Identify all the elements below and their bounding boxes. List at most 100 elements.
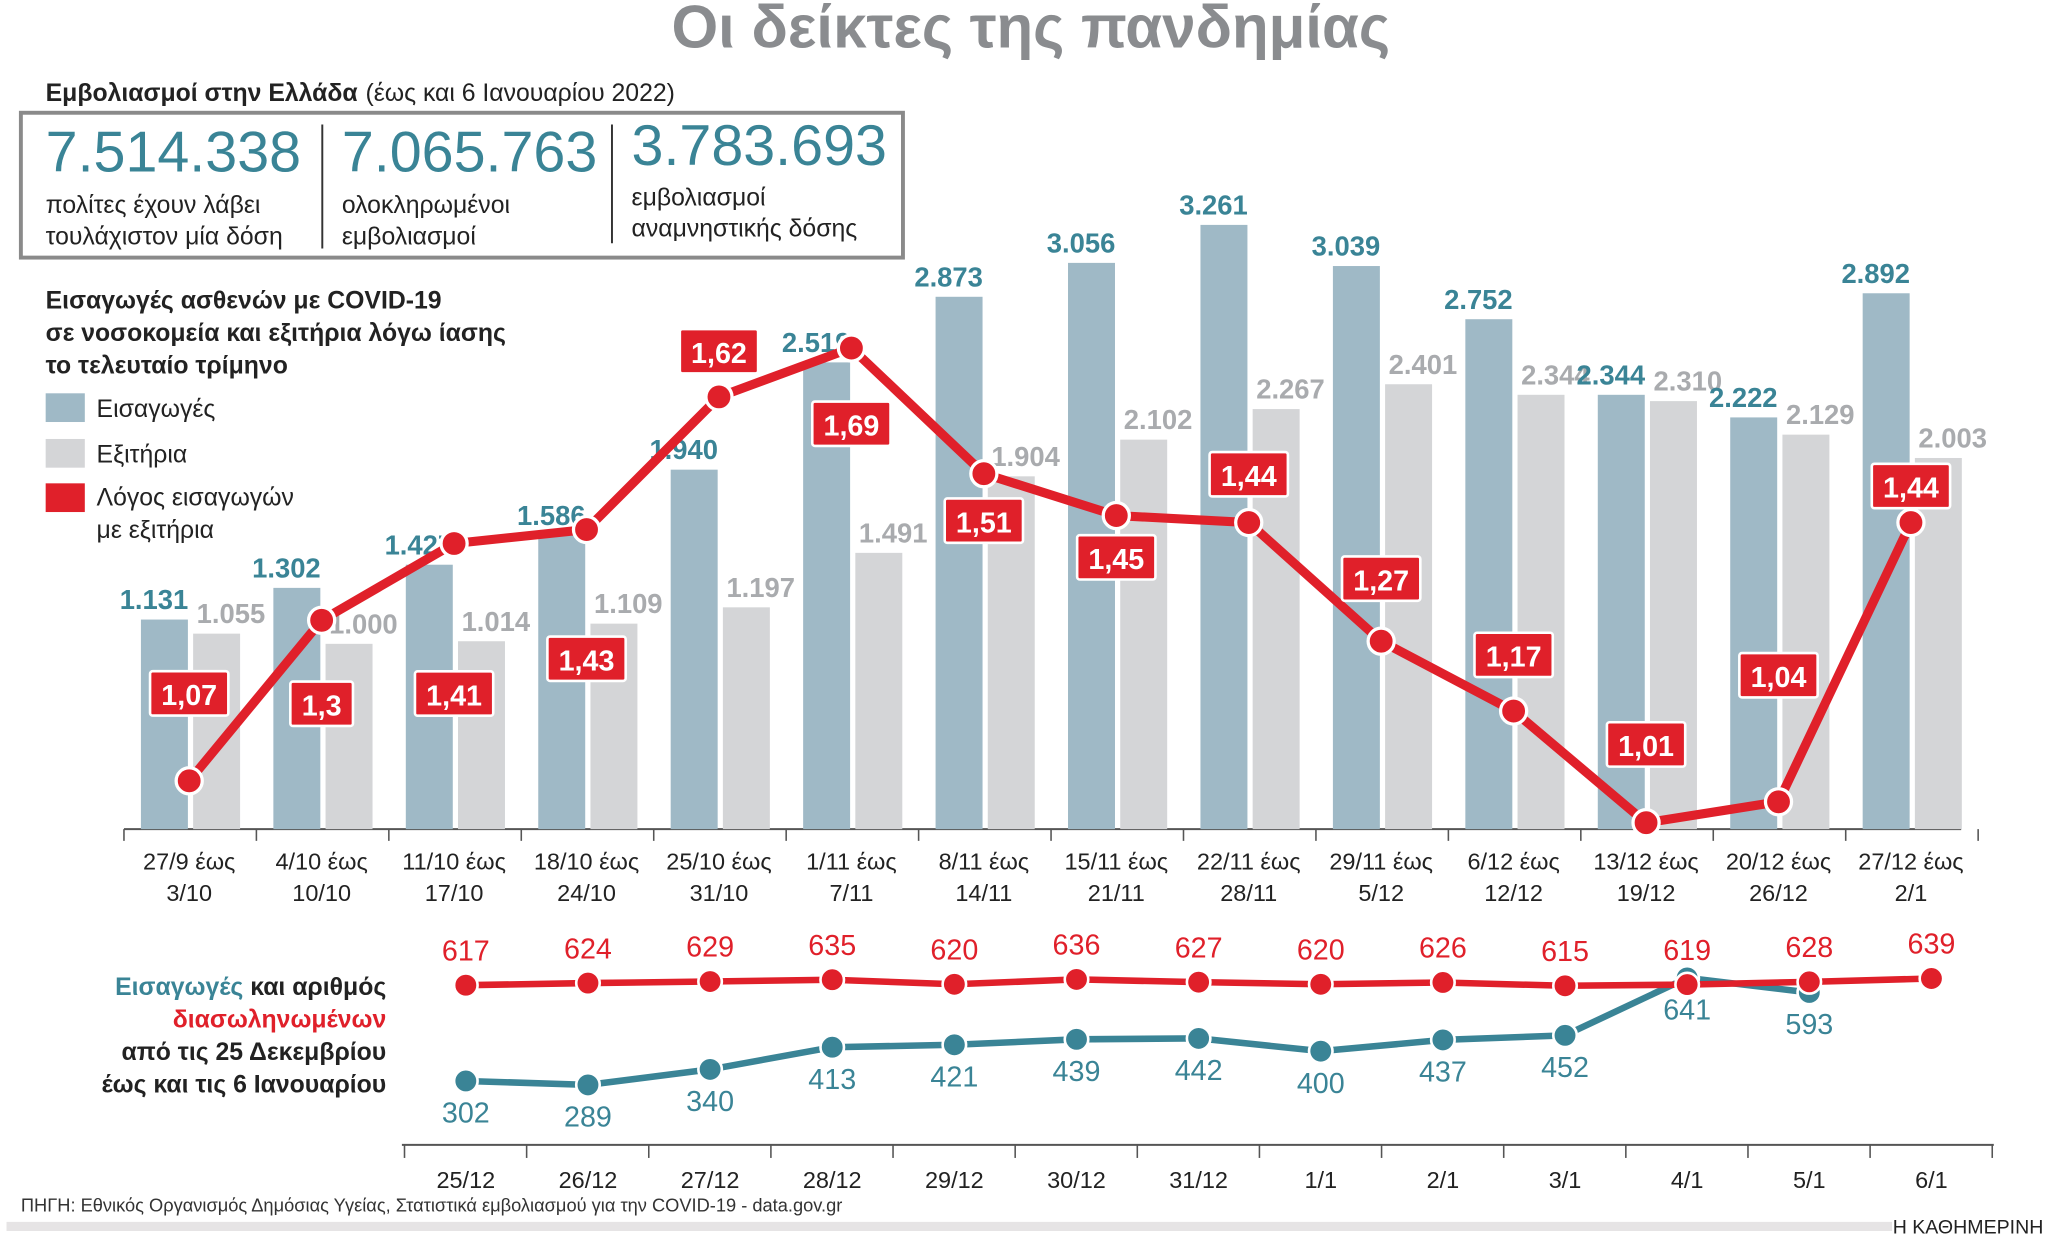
admissions-value-label: 3.056 xyxy=(1047,227,1116,258)
admissions-point xyxy=(1429,1026,1456,1053)
discharges-value-label: 2.310 xyxy=(1654,366,1723,397)
admissions-point xyxy=(697,1056,724,1083)
ratio-point xyxy=(1896,507,1926,538)
ratio-point xyxy=(704,382,734,412)
ratio-point xyxy=(571,514,602,545)
intubated-value-label: 636 xyxy=(1053,930,1101,962)
discharges-value-label: 1.904 xyxy=(991,441,1060,472)
x-tick-label: 27/12 xyxy=(681,1167,740,1193)
ratio-point xyxy=(1498,696,1529,726)
admissions-value-label: 400 xyxy=(1297,1068,1345,1100)
stat-desc: ολοκληρωμένοι xyxy=(342,192,510,219)
intubated-point xyxy=(941,971,968,998)
vaccination-heading-bold: Εμβολιασμοί στην Ελλάδα xyxy=(46,80,358,107)
ratio-value-label: 1,43 xyxy=(559,645,615,677)
label-admissions: Εισαγωγές xyxy=(115,974,243,1001)
admissions-value-label: 2.752 xyxy=(1444,284,1513,315)
vaccination-heading-note: (έως και 6 Ιανουαρίου 2022) xyxy=(365,80,674,107)
intubated-point xyxy=(1307,971,1334,998)
ratio-point xyxy=(836,333,867,363)
admissions-value-label: 452 xyxy=(1541,1052,1589,1084)
x-tick-label: 2/1 xyxy=(1427,1167,1460,1193)
source-note: ΠΗΓΗ: Εθνικός Οργανισμός Δημόσιας Υγείας… xyxy=(21,1194,842,1215)
admissions-point xyxy=(941,1031,968,1058)
x-tick-label: 31/12 xyxy=(1169,1167,1228,1193)
page-title: Οι δείκτες της πανδημίας xyxy=(672,0,1391,61)
vaccination-box xyxy=(18,110,905,260)
discharges-value-label: 2.344 xyxy=(1521,359,1590,390)
ratio-value-label: 1,45 xyxy=(1088,544,1144,576)
vaccination-heading: Εμβολιασμοί στην Ελλάδα (έως και 6 Ιανουα… xyxy=(46,80,675,107)
discharges-bar xyxy=(1385,384,1433,830)
ratio-label-box xyxy=(678,327,760,375)
ratio-value-label: 1,04 xyxy=(1751,662,1807,694)
x-tick-label: 1/1 xyxy=(1304,1167,1337,1193)
x-tick-label: 28/11 xyxy=(1220,880,1277,906)
admissions-value-label: 2.222 xyxy=(1709,382,1778,413)
ratio-point xyxy=(1234,507,1264,538)
discharges-value-label: 1.491 xyxy=(859,517,928,548)
discharges-value-label: 1.197 xyxy=(726,572,795,603)
intubated-value-label: 639 xyxy=(1907,929,1955,961)
x-tick-label: 31/10 xyxy=(690,880,749,906)
intubated-point xyxy=(697,968,724,995)
ratio-value-label: 1,07 xyxy=(161,680,217,712)
x-tick-label: 3/10 xyxy=(166,880,212,906)
ratio-label-box xyxy=(1870,462,1952,510)
discharges-value-label: 2.102 xyxy=(1124,404,1193,435)
admissions-value-label: 302 xyxy=(442,1098,490,1130)
ratio-value-label: 1,62 xyxy=(691,338,747,370)
admissions-value-label: 413 xyxy=(808,1064,856,1096)
admissions-value-label: 2.873 xyxy=(914,261,983,292)
intubated-point xyxy=(819,966,846,993)
discharges-value-label: 2.401 xyxy=(1389,349,1458,380)
admissions-bar xyxy=(1465,319,1513,830)
admissions-value-label: 3.039 xyxy=(1312,231,1381,262)
ratio-label-box xyxy=(943,497,1025,545)
x-tick-label: 10/10 xyxy=(292,880,351,906)
ratio-point xyxy=(1631,808,1661,838)
admissions-line xyxy=(465,974,1810,1089)
admissions-point xyxy=(1307,1038,1334,1065)
stat-value-booster: 3.783.693 xyxy=(632,114,887,178)
ratio-value-label: 1,01 xyxy=(1618,731,1674,763)
discharges-value-label: 2.129 xyxy=(1786,399,1855,430)
intubated-value-label: 619 xyxy=(1663,935,1711,967)
x-tick-label: 29/11 έως xyxy=(1329,849,1433,875)
ratio-point xyxy=(1366,626,1396,656)
ratio-label-box xyxy=(1473,631,1555,679)
stat-desc: τουλάχιστον μία δόση xyxy=(46,224,283,251)
daily-chart: 25/12 26/12 27/12 28/12 29/12 30/12 31/12 1/1 2/… xyxy=(401,929,1994,1193)
x-tick-label: 6/1 xyxy=(1915,1167,1948,1193)
ratio-value-label: 1,17 xyxy=(1486,642,1542,674)
ratio-point xyxy=(306,605,337,635)
admissions-bar xyxy=(670,469,718,830)
ratio-value-label: 1,69 xyxy=(823,410,879,442)
legend-title: το τελευταίο τρίμηνο xyxy=(46,353,288,380)
x-tick-label: 4/1 xyxy=(1671,1167,1704,1193)
legend-label-discharges: Εξιτήρια xyxy=(97,441,188,468)
ratio-label-box xyxy=(810,400,892,448)
ratio-label-box xyxy=(1605,720,1687,768)
x-tick-label: 3/1 xyxy=(1549,1167,1582,1193)
legend-swatch-ratio xyxy=(45,483,85,513)
admissions-point xyxy=(1185,1025,1212,1052)
x-tick-label: 26/12 xyxy=(1749,880,1808,906)
intubated-value-label: 617 xyxy=(442,935,490,967)
intubated-point xyxy=(1551,972,1579,999)
x-tick-label: 5/12 xyxy=(1358,880,1404,906)
ratio-point xyxy=(969,459,999,489)
intubated-value-label: 627 xyxy=(1175,932,1223,964)
legend-label-ratio: με εξιτήρια xyxy=(97,517,214,544)
intubated-value-label: 620 xyxy=(930,934,978,966)
x-tick-label: 24/10 xyxy=(557,880,616,906)
x-tick-label: 22/11 έως xyxy=(1197,849,1301,875)
admissions-value-label: 2.344 xyxy=(1577,359,1646,390)
ratio-label-box xyxy=(546,635,627,683)
ratio-label-box xyxy=(289,680,355,728)
discharges-bar xyxy=(1517,394,1565,830)
x-tick-label: 5/1 xyxy=(1793,1167,1826,1193)
x-tick-label: 27/12 έως xyxy=(1858,849,1963,875)
label-text: από τις 25 Δεκεμβρίου xyxy=(122,1039,387,1066)
intubated-value-label: 624 xyxy=(564,933,612,965)
